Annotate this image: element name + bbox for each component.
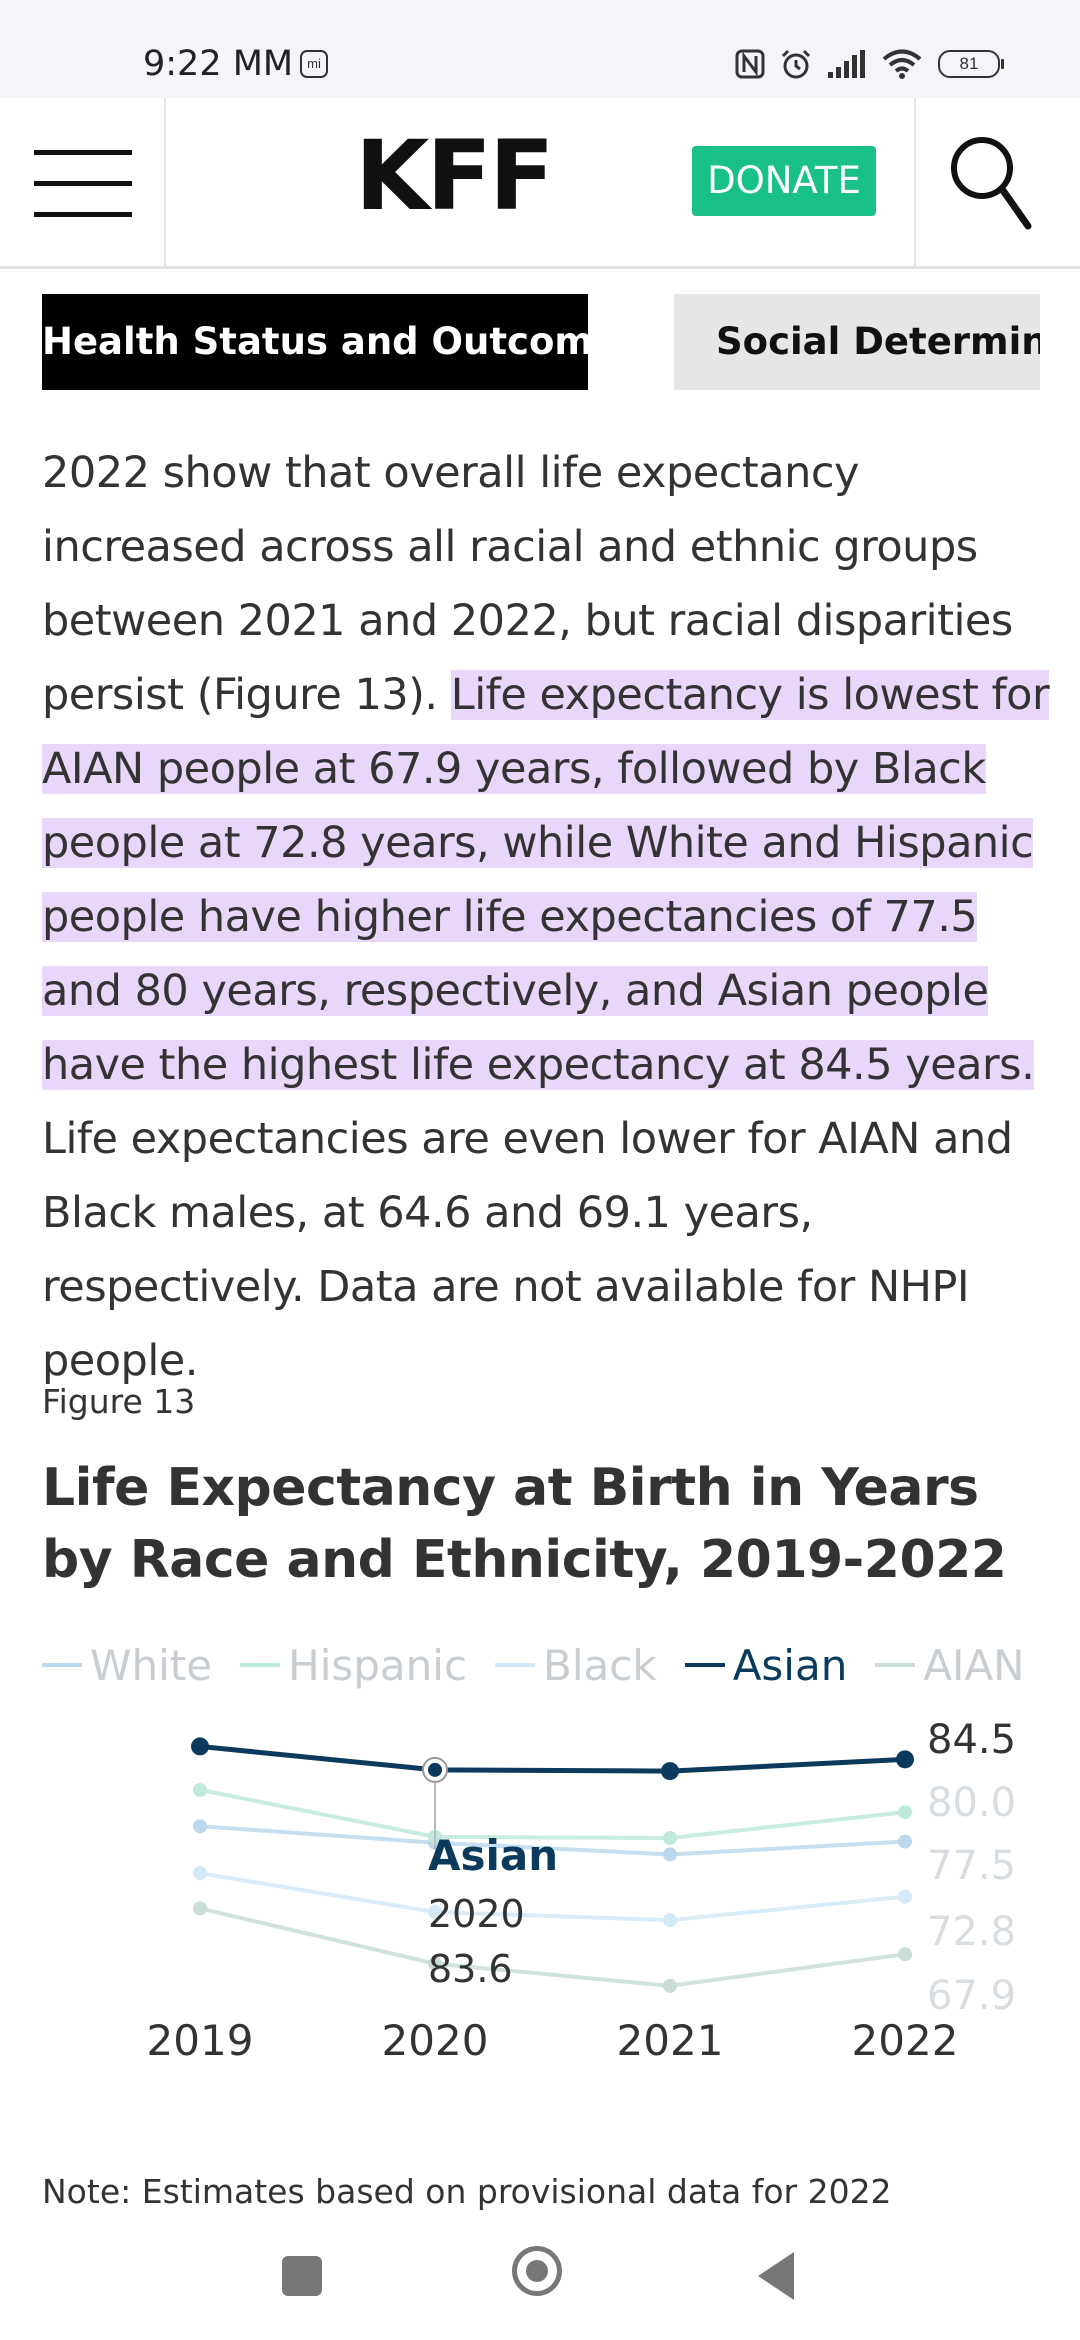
kff-logo[interactable]: KFF [355, 120, 555, 232]
legend-swatch [875, 1663, 916, 1667]
legend-item-white[interactable]: White [42, 1641, 212, 1690]
home-button[interactable] [512, 2246, 562, 2296]
menu-button[interactable] [0, 98, 166, 266]
tooltip-point [428, 1762, 442, 1777]
site-header: KFF DONATE [0, 98, 1080, 269]
end-label: 72.8 [927, 1909, 1016, 1955]
nfc-icon [735, 49, 765, 79]
legend-swatch [240, 1663, 281, 1667]
data-point-asian [896, 1750, 914, 1769]
paragraph-text-end: Life expectancies are even lower for AIA… [42, 1114, 1013, 1386]
data-point-asian [191, 1737, 209, 1756]
data-point-hispanic [898, 1805, 912, 1820]
signal-icon [828, 50, 865, 78]
data-point-white [193, 1819, 207, 1834]
wifi-icon [882, 49, 922, 79]
end-label: 67.9 [927, 1973, 1016, 2019]
x-tick-label: 2021 [617, 2016, 724, 2065]
x-tick-label: 2019 [147, 2016, 254, 2065]
system-nav-bar [0, 2220, 1080, 2340]
legend-label: AIAN [923, 1640, 1025, 1690]
legend-swatch [42, 1663, 82, 1667]
search-icon [951, 137, 1032, 230]
figure-note: Note: Estimates based on provisional dat… [42, 2172, 892, 2211]
status-icons: 81 [734, 46, 1004, 82]
legend-item-black[interactable]: Black [495, 1641, 657, 1690]
legend-item-asian[interactable]: Asian [684, 1640, 848, 1690]
tooltip-year: 2020 [428, 1892, 525, 1936]
back-button[interactable] [758, 2252, 794, 2300]
legend-item-aian[interactable]: AIAN [875, 1640, 1025, 1690]
figure-title: Life Expectancy at Birth in Years by Rac… [42, 1458, 1007, 1590]
article-paragraph: 2022 show that overall life expectancy i… [42, 436, 1052, 1398]
data-point-black [428, 1904, 442, 1919]
data-point-black [193, 1866, 207, 1881]
paragraph-text: 2022 show that overall life expectancy i… [42, 448, 1013, 720]
series-line-white [199, 1824, 906, 1857]
menu-icon-bar [34, 212, 132, 217]
series-line-asian [199, 1743, 906, 1774]
tab-social-determinants[interactable]: Social Determinants [674, 294, 1040, 390]
tab-health-status[interactable]: Health Status and Outcomes [42, 294, 640, 390]
legend-swatch [495, 1663, 536, 1667]
recents-button[interactable] [282, 2256, 322, 2296]
mi-badge-icon: mi [300, 50, 328, 78]
legend-swatch [684, 1663, 725, 1667]
series-line-aian [199, 1906, 906, 1988]
legend-label: Hispanic [288, 1640, 468, 1690]
battery-icon: 81 [938, 50, 1004, 78]
series-line-black [199, 1871, 906, 1923]
data-point-white [898, 1834, 912, 1849]
x-tick-label: 2022 [852, 2016, 959, 2065]
data-point-black [898, 1889, 912, 1904]
data-point-aian [193, 1901, 207, 1916]
legend-item-hispanic[interactable]: Hispanic [240, 1641, 467, 1690]
search-button[interactable] [914, 98, 1080, 266]
series-line-hispanic [199, 1787, 906, 1841]
data-point-white [663, 1847, 677, 1862]
data-point-aian [428, 1956, 442, 1971]
tooltip-series: Asian [428, 1831, 558, 1880]
data-point-aian [898, 1947, 912, 1962]
legend-label: Asian [732, 1640, 848, 1690]
data-point-black [663, 1913, 677, 1928]
end-label: 77.5 [927, 1843, 1016, 1889]
data-point-hispanic [663, 1831, 677, 1845]
data-point-aian [663, 1978, 677, 1993]
status-time: 9:22 MM [143, 44, 294, 84]
data-point-asian [661, 1762, 679, 1781]
figure-label: Figure 13 [42, 1382, 196, 1421]
chart-legend: White Hispanic Black Asian AIAN [42, 1640, 1053, 1690]
status-bar: 9:22 MM mi 81 [0, 0, 1080, 98]
alarm-icon [781, 49, 811, 79]
x-tick-label: 2020 [382, 2016, 489, 2065]
highlighted-text: Life expectancy is lowest for AIAN peopl… [42, 670, 1050, 1090]
menu-icon [34, 150, 132, 155]
end-label: 84.5 [927, 1717, 1016, 1763]
topic-tabs: Health Status and Outcomes Social Determ… [42, 294, 1040, 390]
legend-label: White [90, 1640, 213, 1690]
donate-button[interactable]: DONATE [692, 146, 876, 216]
end-label: 80.0 [927, 1780, 1016, 1826]
menu-icon-bar [34, 181, 132, 186]
data-point-hispanic [193, 1782, 207, 1797]
tooltip-value: 83.6 [428, 1947, 513, 1991]
legend-label: Black [543, 1640, 657, 1690]
line-chart: Asian 2020 83.6 84.5 80.0 77.5 72.8 67.9 2019 202… [147, 1717, 1017, 2065]
